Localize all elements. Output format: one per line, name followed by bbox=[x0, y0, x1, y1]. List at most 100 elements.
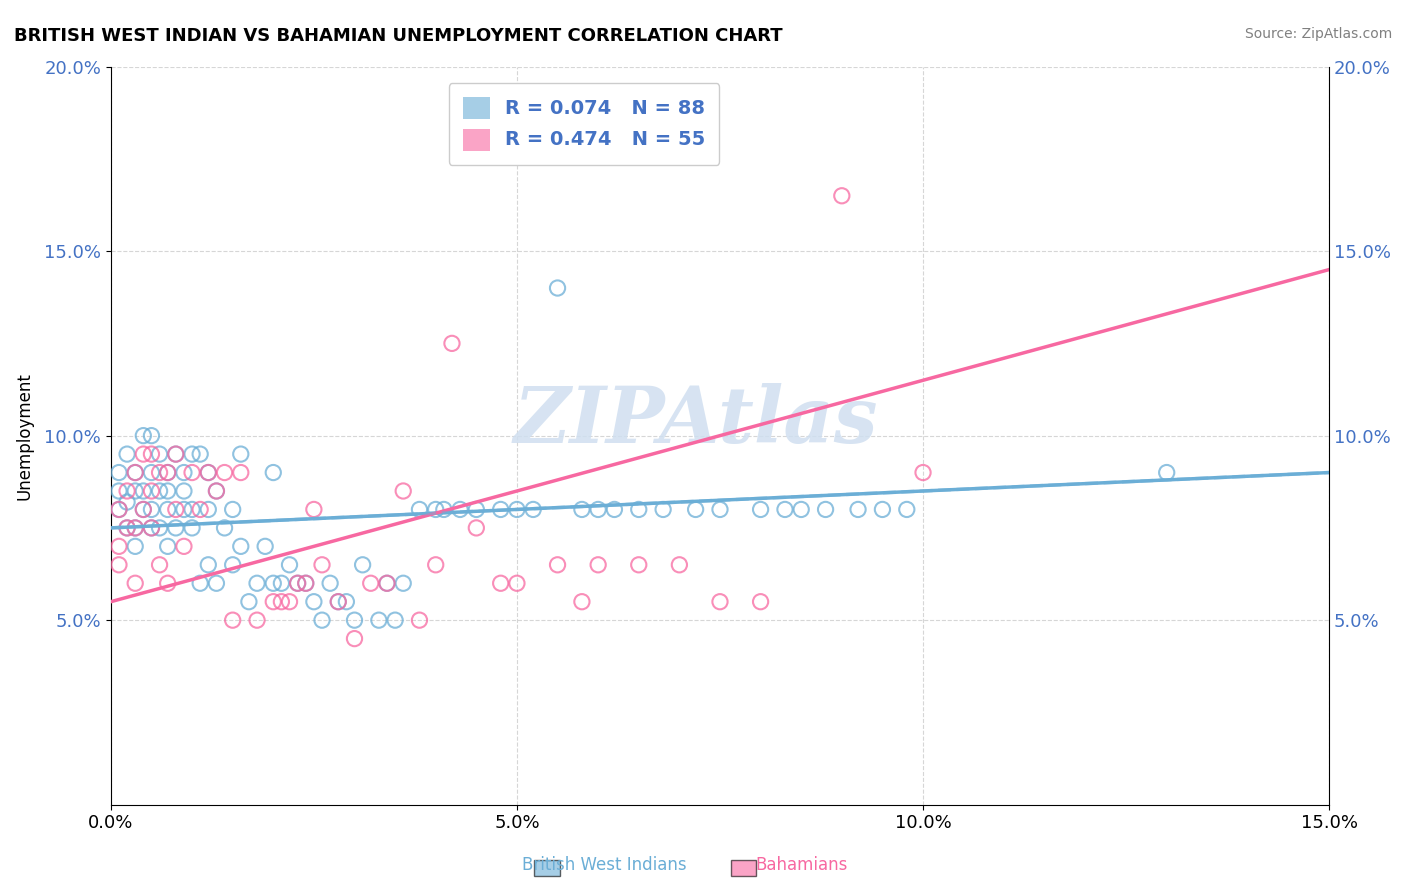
Point bbox=[294, 576, 316, 591]
Point bbox=[141, 466, 163, 480]
Point bbox=[148, 521, 170, 535]
Point bbox=[465, 502, 488, 516]
Point bbox=[749, 595, 772, 609]
Point bbox=[108, 483, 131, 498]
Point bbox=[328, 595, 350, 609]
Point bbox=[188, 502, 211, 516]
Point bbox=[547, 281, 569, 295]
Point bbox=[188, 576, 211, 591]
Point bbox=[214, 521, 236, 535]
Point bbox=[197, 466, 219, 480]
Point bbox=[425, 558, 447, 572]
Point bbox=[181, 521, 204, 535]
Point bbox=[238, 595, 260, 609]
Point bbox=[156, 466, 179, 480]
Point bbox=[132, 428, 155, 442]
Point bbox=[465, 521, 488, 535]
Point bbox=[343, 613, 366, 627]
Point bbox=[115, 447, 138, 461]
Point bbox=[148, 466, 170, 480]
Legend: R = 0.074   N = 88, R = 0.474   N = 55: R = 0.074 N = 88, R = 0.474 N = 55 bbox=[449, 83, 720, 165]
Text: British West Indians: British West Indians bbox=[522, 855, 688, 873]
Point bbox=[375, 576, 398, 591]
Point bbox=[685, 502, 707, 516]
Point bbox=[221, 613, 243, 627]
Point bbox=[311, 613, 333, 627]
Point bbox=[872, 502, 894, 516]
Point bbox=[141, 521, 163, 535]
Point bbox=[668, 558, 690, 572]
Point bbox=[311, 558, 333, 572]
Point bbox=[522, 502, 544, 516]
Point bbox=[433, 502, 456, 516]
Point bbox=[229, 447, 252, 461]
Point bbox=[205, 483, 228, 498]
Point bbox=[124, 540, 146, 554]
Text: Bahamians: Bahamians bbox=[755, 855, 848, 873]
Point bbox=[124, 466, 146, 480]
Point bbox=[214, 466, 236, 480]
Point bbox=[911, 466, 934, 480]
Point bbox=[156, 540, 179, 554]
Point bbox=[156, 483, 179, 498]
Point bbox=[489, 502, 512, 516]
Point bbox=[262, 576, 284, 591]
Text: Source: ZipAtlas.com: Source: ZipAtlas.com bbox=[1244, 27, 1392, 41]
Point bbox=[156, 576, 179, 591]
Point bbox=[603, 502, 626, 516]
Point bbox=[108, 502, 131, 516]
Point bbox=[181, 447, 204, 461]
Point bbox=[367, 613, 389, 627]
Point bbox=[165, 521, 187, 535]
Point bbox=[173, 483, 195, 498]
Point bbox=[124, 466, 146, 480]
Point bbox=[846, 502, 869, 516]
Point bbox=[254, 540, 277, 554]
Point bbox=[165, 447, 187, 461]
Point bbox=[749, 502, 772, 516]
Point bbox=[449, 502, 471, 516]
Text: BRITISH WEST INDIAN VS BAHAMIAN UNEMPLOYMENT CORRELATION CHART: BRITISH WEST INDIAN VS BAHAMIAN UNEMPLOY… bbox=[14, 27, 783, 45]
Text: ZIPAtlas: ZIPAtlas bbox=[513, 383, 877, 459]
Point bbox=[440, 336, 463, 351]
Point bbox=[165, 502, 187, 516]
Point bbox=[287, 576, 309, 591]
Point bbox=[586, 502, 609, 516]
Point bbox=[132, 447, 155, 461]
Point bbox=[181, 466, 204, 480]
Point bbox=[132, 483, 155, 498]
Point bbox=[124, 483, 146, 498]
Point bbox=[108, 558, 131, 572]
Point bbox=[221, 558, 243, 572]
Point bbox=[229, 466, 252, 480]
Point bbox=[489, 576, 512, 591]
Point bbox=[408, 613, 430, 627]
Point bbox=[586, 558, 609, 572]
Point bbox=[132, 502, 155, 516]
Point bbox=[148, 483, 170, 498]
Point bbox=[141, 502, 163, 516]
Point bbox=[108, 502, 131, 516]
Point bbox=[408, 502, 430, 516]
Point bbox=[156, 466, 179, 480]
Point bbox=[221, 502, 243, 516]
Point bbox=[896, 502, 918, 516]
Point bbox=[173, 502, 195, 516]
Point bbox=[294, 576, 316, 591]
Point bbox=[627, 502, 650, 516]
Point bbox=[709, 595, 731, 609]
Point bbox=[148, 447, 170, 461]
Point bbox=[246, 613, 269, 627]
Point bbox=[115, 521, 138, 535]
Point bbox=[384, 613, 406, 627]
Point bbox=[188, 447, 211, 461]
Point bbox=[141, 428, 163, 442]
Point bbox=[360, 576, 382, 591]
Point bbox=[173, 540, 195, 554]
Point bbox=[205, 576, 228, 591]
Point bbox=[652, 502, 675, 516]
Point bbox=[115, 495, 138, 509]
Point bbox=[148, 558, 170, 572]
Point bbox=[197, 558, 219, 572]
Point bbox=[229, 540, 252, 554]
